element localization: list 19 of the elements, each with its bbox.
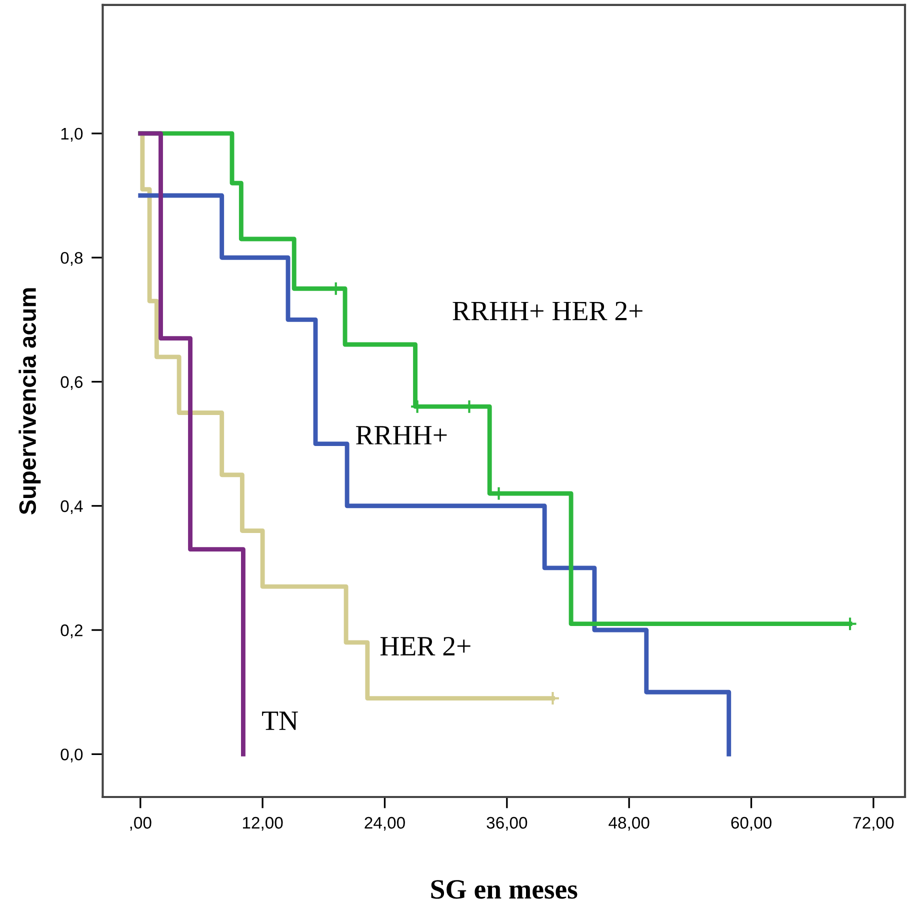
x-tick-label: 48,00 <box>608 816 650 831</box>
y-axis-title: Supervivencia acum <box>18 288 41 514</box>
y-tick-label: 0,4 <box>60 500 83 514</box>
y-tick-label: 0,2 <box>60 624 82 638</box>
y-tick-label: 0,6 <box>60 376 83 390</box>
series-label: HER 2+ <box>380 636 470 656</box>
series-label: RRHH+ <box>356 426 447 444</box>
x-tick-label: ,00 <box>130 816 152 831</box>
series-label: RRHH+ HER 2+ <box>452 302 642 320</box>
series-label: TN <box>262 712 298 730</box>
y-tick-label: 0,0 <box>60 748 83 762</box>
x-tick-label: 12,00 <box>242 816 283 831</box>
x-tick-label: 24,00 <box>364 816 405 831</box>
x-tick-label: 60,00 <box>731 816 772 831</box>
x-tick-label: 72,00 <box>853 816 894 831</box>
x-tick-label: 36,00 <box>486 816 528 831</box>
y-tick-label: 1,0 <box>61 128 83 142</box>
x-axis-title: SG en meses <box>431 880 578 899</box>
y-tick-label: 0,8 <box>60 252 83 266</box>
